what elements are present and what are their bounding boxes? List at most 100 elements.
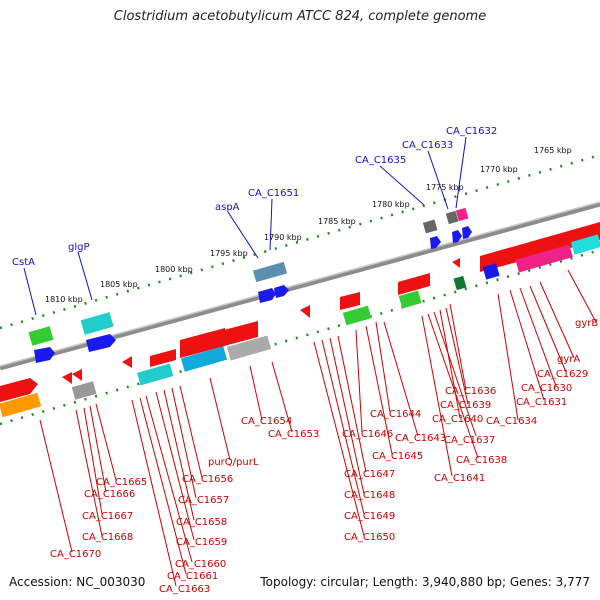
- gene-block: [252, 261, 288, 283]
- gene-label: purQ/purL: [208, 457, 259, 468]
- gene-label: CA_C1648: [344, 490, 395, 501]
- gene-block: [398, 290, 422, 309]
- gene-label: CA_C1651: [248, 188, 299, 199]
- reverse-genes: [0, 222, 600, 418]
- gene-block: [453, 275, 467, 291]
- gene-label: gyrB: [575, 318, 598, 329]
- gene-arrow: [150, 349, 176, 367]
- gene-label: CstA: [12, 257, 35, 268]
- gene-block: [226, 335, 272, 361]
- gene-label: CA_C1661: [167, 571, 218, 582]
- gene-label: CA_C1638: [456, 455, 507, 466]
- gene-label: CA_C1631: [516, 397, 567, 408]
- gene-label: CA_C1667: [82, 511, 133, 522]
- gene-block: [445, 210, 459, 225]
- reverse-leader-lines: [39, 269, 597, 587]
- gene-block: [342, 305, 372, 326]
- gene-arrow: [224, 321, 258, 346]
- kbp-label: 1765 kbp: [534, 146, 572, 155]
- gene-label: CA_C1634: [486, 416, 537, 427]
- gene-label: CA_C1630: [521, 383, 572, 394]
- accession-text: Accession: NC_003030: [9, 575, 146, 589]
- gene-label: aspA: [215, 202, 240, 213]
- gene-label: CA_C1647: [344, 469, 395, 480]
- gene-block: [422, 219, 438, 234]
- gene-arrow: [340, 292, 360, 310]
- gene-label: CA_C1639: [440, 400, 491, 411]
- gene-block: [80, 312, 114, 335]
- gene-block: [570, 234, 600, 255]
- gene-block: [71, 381, 97, 400]
- gene-label: CA_C1644: [370, 409, 421, 420]
- gene-arrow: [86, 334, 116, 352]
- gene-label: CA_C1632: [446, 126, 497, 137]
- gene-block: [515, 244, 573, 273]
- gene-arrow: [398, 273, 430, 295]
- gene-arrow: [180, 328, 225, 358]
- gene-arrow: [274, 285, 289, 298]
- reverse-gene-labels: gyrB gyrA CA_C1629 CA_C1630 CA_C1631 CA_…: [50, 318, 598, 595]
- gene-label: CA_C1657: [178, 495, 229, 506]
- gene-label: CA_C1633: [402, 140, 453, 151]
- gene-label: CA_C1663: [159, 584, 210, 595]
- lower-scale-track: [0, 248, 600, 426]
- kbp-label: 1795 kbp: [210, 249, 248, 258]
- gene-arrow: [34, 347, 55, 363]
- gene-label: CA_C1659: [176, 537, 227, 548]
- gene-arrow: [462, 226, 472, 239]
- gene-block: [455, 207, 469, 222]
- kbp-label: 1810 kbp: [45, 295, 83, 304]
- kbp-label: 1775 kbp: [426, 183, 464, 192]
- gene-label: CA_C1643: [395, 433, 446, 444]
- gene-label: CA_C1637: [444, 435, 495, 446]
- forward-leader-lines: [23, 136, 467, 316]
- gene-label: CA_C1629: [537, 369, 588, 380]
- gene-label: CA_C1641: [434, 473, 485, 484]
- gene-arrow: [0, 378, 30, 402]
- forward-gene-labels: CA_C1632 CA_C1633 CA_C1635 CA_C1651 aspA…: [12, 126, 497, 268]
- gene-arrow: [30, 378, 38, 394]
- gene-label: CA_C1646: [342, 429, 393, 440]
- gene-label: CA_C1650: [344, 532, 395, 543]
- gene-block: [28, 326, 54, 346]
- gene-block: [137, 363, 174, 386]
- gene-label: CA_C1658: [176, 517, 227, 528]
- gene-label: CA_C1636: [445, 386, 496, 397]
- gene-arrow: [480, 222, 600, 272]
- gene-label: CA_C1635: [355, 155, 406, 166]
- gene-label: CA_C1656: [182, 474, 233, 485]
- kbp-scale-labels: 1765 kbp 1770 kbp 1775 kbp 1780 kbp 1785…: [45, 146, 572, 304]
- kbp-label: 1800 kbp: [155, 265, 193, 274]
- gene-label: CA_C1649: [344, 511, 395, 522]
- gene-arrow: [452, 258, 460, 268]
- gene-label: CA_C1666: [84, 489, 135, 500]
- kbp-label: 1805 kbp: [100, 280, 138, 289]
- gene-label: CA_C1660: [175, 559, 226, 570]
- gene-label: CA_C1670: [50, 549, 101, 560]
- kbp-label: 1790 kbp: [264, 233, 302, 242]
- gene-arrow: [62, 372, 72, 384]
- gene-label: gyrA: [557, 354, 580, 365]
- gene-label: CA_C1668: [82, 532, 133, 543]
- kbp-label: 1770 kbp: [480, 165, 518, 174]
- gene-block: [180, 346, 228, 372]
- map-title: Clostridium acetobutylicum ATCC 824, com…: [113, 9, 487, 24]
- gene-arrow: [430, 236, 441, 249]
- gene-label: CA_C1645: [372, 451, 423, 462]
- gene-block: [0, 392, 42, 418]
- gene-label: glgP: [68, 242, 90, 253]
- gene-arrow: [300, 305, 310, 318]
- gene-arrow: [122, 356, 132, 368]
- gene-label: CA_C1665: [96, 477, 147, 488]
- gene-arrow: [258, 288, 276, 303]
- forward-genes: [28, 207, 472, 363]
- topology-text: Topology: circular; Length: 3,940,880 bp…: [260, 575, 590, 589]
- gene-arrow: [452, 230, 462, 243]
- gene-label: CA_C1654: [241, 416, 292, 427]
- gene-arrow: [72, 369, 82, 381]
- kbp-label: 1785 kbp: [318, 217, 356, 226]
- gene-label: CA_C1640: [432, 414, 483, 425]
- gene-block: [482, 263, 500, 280]
- kbp-label: 1780 kbp: [372, 200, 410, 209]
